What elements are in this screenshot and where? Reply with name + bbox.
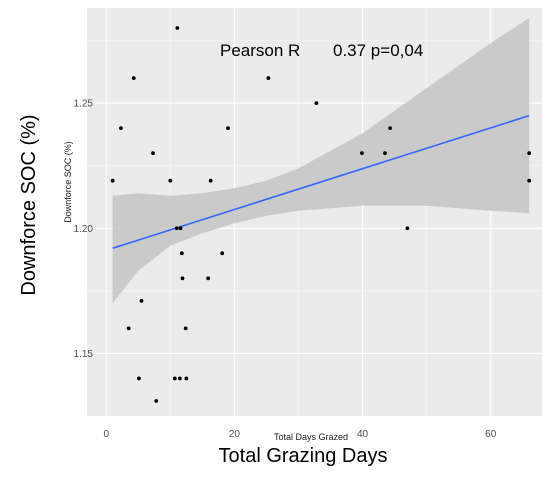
trend-line-layer — [112, 114, 530, 250]
x-tick-label: 20 — [229, 429, 241, 440]
data-point — [119, 126, 123, 131]
y-tick-label: 1.15 — [74, 349, 94, 360]
data-point — [388, 126, 393, 131]
data-point — [154, 399, 159, 403]
data-point — [126, 326, 131, 331]
data-point — [405, 226, 410, 231]
tick-labels: 0 20 40 60 1.15 1.20 1.25 — [74, 99, 497, 440]
data-point — [360, 151, 364, 156]
confidence-band — [112, 18, 530, 304]
data-point — [174, 226, 179, 231]
data-point — [226, 126, 230, 131]
data-point — [183, 326, 188, 331]
data-point — [179, 251, 184, 256]
data-point — [184, 376, 189, 381]
data-point — [314, 101, 319, 106]
data-point — [178, 376, 182, 381]
data-point — [168, 178, 173, 183]
data-point — [137, 376, 141, 381]
inner-y-axis-title: Downforce SOC (%) — [63, 141, 73, 223]
data-point — [131, 76, 136, 80]
trend-line — [112, 114, 530, 250]
x-tick-label: 0 — [103, 429, 109, 440]
data-point — [180, 276, 185, 281]
data-point — [266, 76, 271, 80]
data-point — [178, 226, 183, 231]
data-point — [139, 298, 144, 303]
data-point — [208, 178, 213, 183]
data-point — [206, 276, 211, 281]
data-point — [383, 151, 387, 156]
data-point — [172, 376, 177, 381]
confidence-band-layer — [112, 18, 530, 304]
x-tick-label: 40 — [357, 429, 369, 440]
y-tick-label: 1.20 — [74, 224, 94, 235]
inner-x-axis-title: Total Days Grazed — [274, 432, 348, 442]
grid-lines — [87, 8, 542, 416]
data-point — [220, 251, 225, 256]
outer-y-axis-title: Downforce SOC (%) — [18, 114, 40, 295]
data-point — [175, 26, 180, 30]
data-point — [527, 178, 532, 183]
annotation-label: Pearson R — [220, 41, 300, 60]
annotation-stats: 0.37 p=0,04 — [333, 41, 423, 60]
y-tick-label: 1.25 — [74, 99, 94, 110]
data-points — [110, 26, 532, 403]
data-point — [110, 178, 115, 183]
x-tick-label: 60 — [485, 429, 497, 440]
outer-x-axis-title: Total Grazing Days — [219, 445, 388, 467]
data-point — [151, 151, 155, 156]
data-point — [527, 151, 532, 156]
